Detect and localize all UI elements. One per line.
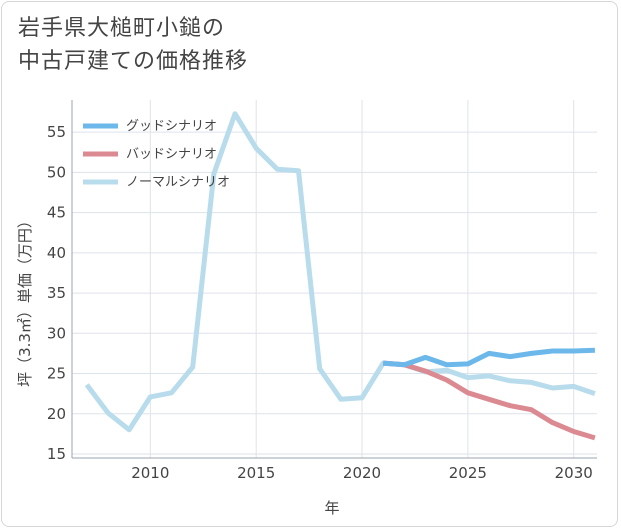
x-tick-label-2010: 2010 bbox=[131, 464, 169, 482]
series-line-1 bbox=[383, 360, 596, 441]
series-line-2 bbox=[84, 111, 596, 433]
y-tick-label-15: 15 bbox=[47, 445, 66, 463]
x-tick-label-2030: 2030 bbox=[555, 464, 593, 482]
grid bbox=[71, 100, 597, 459]
chart-title: 岩手県大槌町小鎚の 中古戸建ての価格推移 bbox=[18, 12, 248, 78]
x-tick-label-2025: 2025 bbox=[449, 464, 487, 482]
y-tick-label-20: 20 bbox=[47, 405, 66, 423]
series-lines bbox=[84, 111, 596, 441]
y-tick-label-50: 50 bbox=[47, 163, 66, 181]
legend-label-0: グッドシナリオ bbox=[126, 119, 217, 134]
y-tick-label-40: 40 bbox=[47, 244, 66, 262]
x-tick-label-2015: 2015 bbox=[237, 464, 275, 482]
y-tick-label-55: 55 bbox=[47, 123, 66, 141]
y-tick-label-45: 45 bbox=[47, 204, 66, 222]
chart-title-line1: 岩手県大槌町小鎚の bbox=[18, 16, 226, 41]
chart-title-line2: 中古戸建ての価格推移 bbox=[18, 49, 249, 74]
x-axis-label: 年 bbox=[324, 499, 339, 517]
x-tick-label-2020: 2020 bbox=[343, 464, 381, 482]
y-tick-label-25: 25 bbox=[47, 365, 66, 383]
series-line-0 bbox=[383, 347, 595, 368]
legend-label-2: ノーマルシナリオ bbox=[126, 175, 230, 190]
y-axis-label: 坪（3.3㎡）単価（万円） bbox=[16, 213, 34, 387]
legend-label-1: バッドシナリオ bbox=[126, 147, 217, 162]
y-tick-label-35: 35 bbox=[47, 284, 66, 302]
y-tick-label-30: 30 bbox=[47, 324, 66, 342]
